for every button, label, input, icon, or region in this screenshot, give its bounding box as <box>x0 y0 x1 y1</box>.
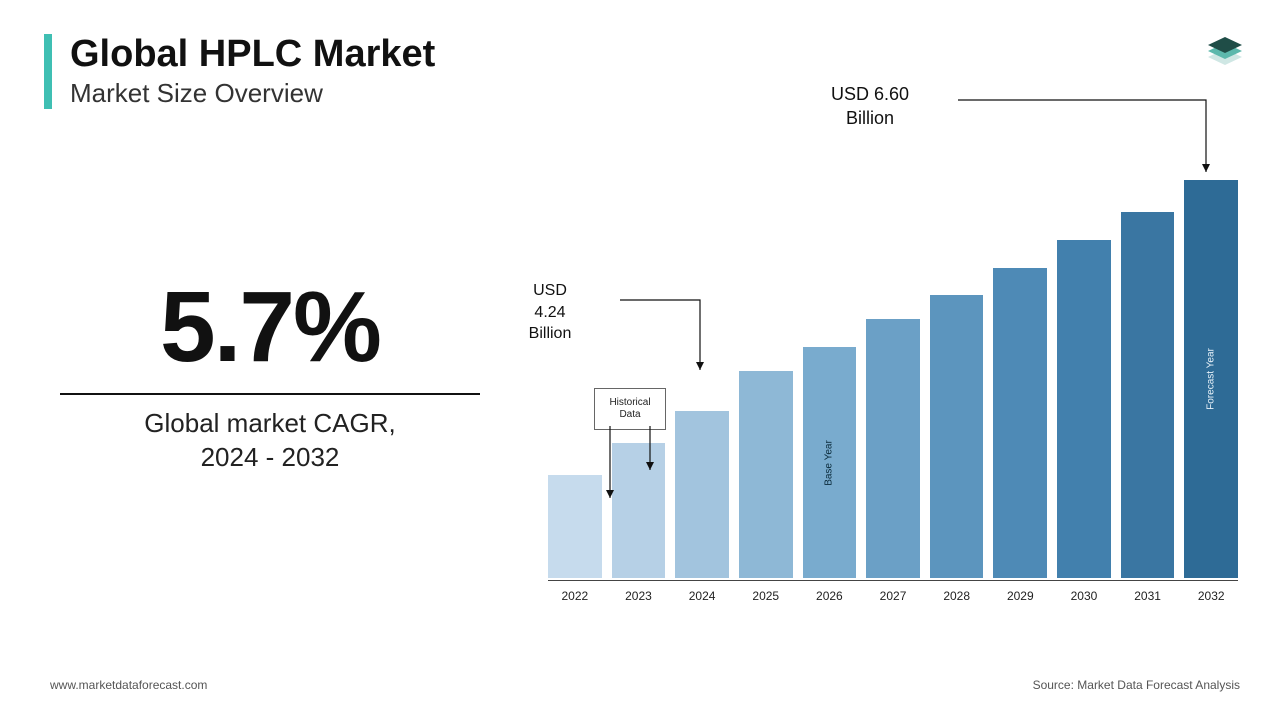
footer-url: www.marketdataforecast.com <box>50 678 207 692</box>
arrow-end-callout <box>0 0 1280 720</box>
footer-source: Source: Market Data Forecast Analysis <box>1033 678 1240 692</box>
